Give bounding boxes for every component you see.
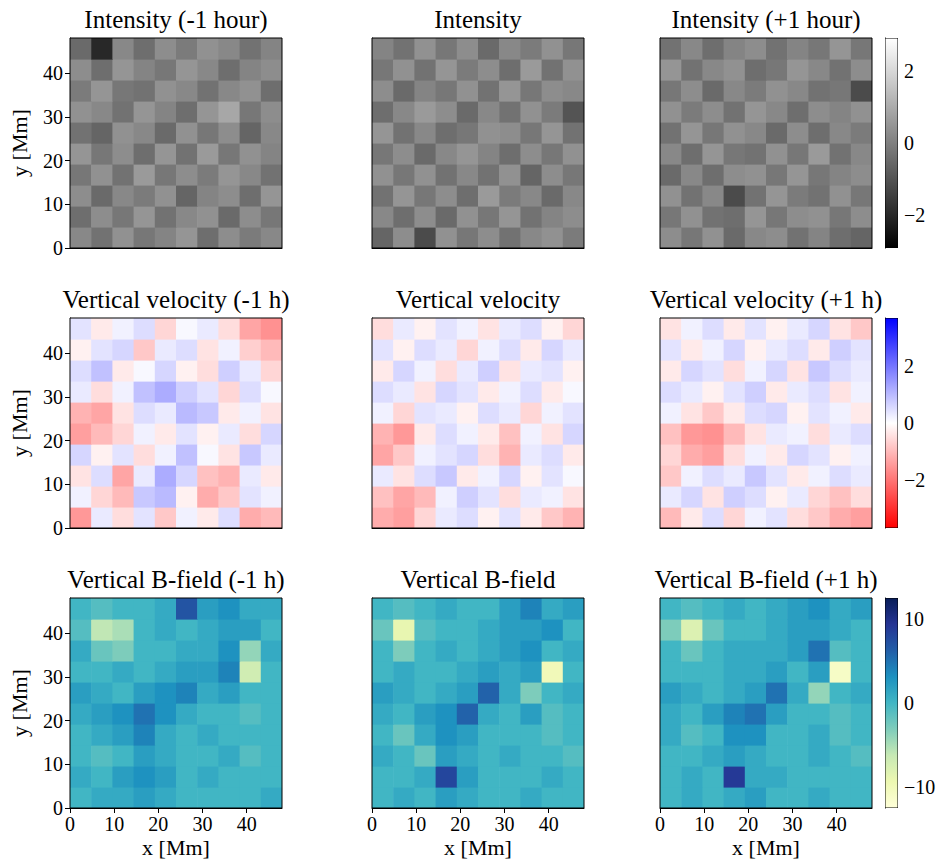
svg-text:30: 30 bbox=[43, 386, 63, 408]
svg-text:−2: −2 bbox=[904, 204, 925, 226]
svg-text:2: 2 bbox=[904, 355, 914, 377]
svg-text:y [Mm]: y [Mm] bbox=[7, 669, 32, 737]
svg-text:10: 10 bbox=[43, 753, 63, 775]
svg-text:20: 20 bbox=[738, 813, 758, 835]
svg-text:30: 30 bbox=[193, 813, 213, 835]
svg-text:x [Mm]: x [Mm] bbox=[732, 835, 800, 860]
svg-text:Vertical B-field: Vertical B-field bbox=[401, 566, 556, 593]
svg-text:0: 0 bbox=[367, 813, 377, 835]
svg-text:40: 40 bbox=[43, 622, 63, 644]
svg-text:−2: −2 bbox=[904, 469, 925, 491]
svg-text:40: 40 bbox=[539, 813, 559, 835]
svg-text:10: 10 bbox=[904, 608, 924, 630]
svg-text:30: 30 bbox=[495, 813, 515, 835]
svg-text:40: 40 bbox=[43, 342, 63, 364]
svg-text:20: 20 bbox=[148, 813, 168, 835]
svg-text:x [Mm]: x [Mm] bbox=[142, 835, 210, 860]
svg-text:Vertical B-field (-1 h): Vertical B-field (-1 h) bbox=[67, 566, 284, 594]
svg-text:10: 10 bbox=[43, 473, 63, 495]
svg-text:Intensity (-1 hour): Intensity (-1 hour) bbox=[84, 6, 267, 34]
svg-text:20: 20 bbox=[43, 710, 63, 732]
svg-text:0: 0 bbox=[904, 412, 914, 434]
svg-text:0: 0 bbox=[904, 132, 914, 154]
svg-text:0: 0 bbox=[53, 797, 63, 819]
svg-text:10: 10 bbox=[104, 813, 124, 835]
svg-text:30: 30 bbox=[43, 106, 63, 128]
svg-text:40: 40 bbox=[237, 813, 257, 835]
svg-text:Intensity (+1 hour): Intensity (+1 hour) bbox=[671, 6, 860, 34]
svg-text:y [Mm]: y [Mm] bbox=[7, 109, 32, 177]
svg-text:10: 10 bbox=[406, 813, 426, 835]
svg-text:40: 40 bbox=[43, 62, 63, 84]
svg-text:Vertical velocity (-1 h): Vertical velocity (-1 h) bbox=[63, 286, 290, 314]
svg-text:20: 20 bbox=[43, 430, 63, 452]
svg-text:20: 20 bbox=[43, 150, 63, 172]
svg-text:0: 0 bbox=[65, 813, 75, 835]
svg-text:40: 40 bbox=[827, 813, 847, 835]
svg-text:20: 20 bbox=[450, 813, 470, 835]
svg-text:Vertical velocity (+1 h): Vertical velocity (+1 h) bbox=[650, 286, 883, 314]
svg-text:0: 0 bbox=[53, 237, 63, 259]
svg-text:2: 2 bbox=[904, 60, 914, 82]
svg-text:Vertical velocity: Vertical velocity bbox=[396, 286, 561, 313]
svg-text:y [Mm]: y [Mm] bbox=[7, 389, 32, 457]
svg-text:0: 0 bbox=[904, 692, 914, 714]
svg-text:Intensity: Intensity bbox=[434, 6, 522, 33]
svg-text:0: 0 bbox=[655, 813, 665, 835]
svg-text:−10: −10 bbox=[904, 776, 935, 798]
svg-text:10: 10 bbox=[43, 193, 63, 215]
svg-text:Vertical B-field (+1 h): Vertical B-field (+1 h) bbox=[654, 566, 877, 594]
svg-text:0: 0 bbox=[53, 517, 63, 539]
svg-text:10: 10 bbox=[694, 813, 714, 835]
svg-text:x [Mm]: x [Mm] bbox=[444, 835, 512, 860]
svg-text:30: 30 bbox=[783, 813, 803, 835]
svg-text:30: 30 bbox=[43, 666, 63, 688]
